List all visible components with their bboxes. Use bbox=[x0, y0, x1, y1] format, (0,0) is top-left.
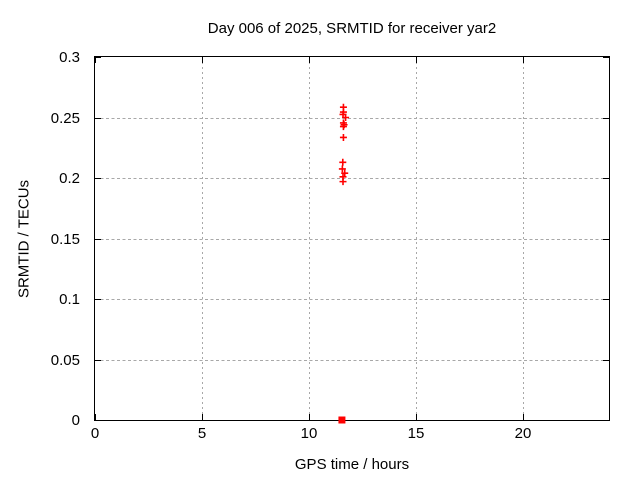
x-tick-label: 10 bbox=[301, 425, 318, 442]
y-tick-label: 0.15 bbox=[51, 231, 80, 248]
y-tick-label: 0 bbox=[72, 412, 80, 429]
tick-marks bbox=[95, 57, 609, 421]
data-points bbox=[338, 103, 350, 424]
plot-border-rect bbox=[94, 56, 610, 421]
x-axis-label: GPS time / hours bbox=[294, 456, 410, 473]
chart-title: Day 006 of 2025, SRMTID for receiver yar… bbox=[207, 20, 497, 37]
data-point-plus bbox=[339, 133, 347, 141]
y-tick-labels: 0 0.05 0.1 0.15 0.2 0.25 0.3 bbox=[51, 49, 80, 429]
y-tick-label: 0.2 bbox=[59, 170, 80, 187]
y-tick-label: 0.05 bbox=[51, 352, 80, 369]
data-point-plus bbox=[342, 114, 350, 121]
data-point-plus bbox=[341, 169, 349, 177]
data-point-plus bbox=[339, 123, 347, 131]
data-point-plus bbox=[339, 178, 347, 186]
x-tick-label: 0 bbox=[91, 425, 99, 442]
gridlines bbox=[95, 57, 609, 420]
x-tick-labels: 0 5 10 15 20 bbox=[91, 425, 532, 442]
data-point-square bbox=[338, 416, 346, 424]
y-tick-label: 0.1 bbox=[59, 291, 80, 308]
x-tick-label: 20 bbox=[515, 425, 532, 442]
y-tick-label: 0.3 bbox=[59, 49, 80, 66]
data-point-plus bbox=[339, 158, 347, 166]
data-point-plus bbox=[338, 165, 346, 173]
y-tick-label: 0.25 bbox=[51, 110, 80, 127]
x-tick-label: 15 bbox=[408, 425, 425, 442]
x-tick-label: 5 bbox=[198, 425, 206, 442]
plot-border bbox=[94, 56, 610, 421]
